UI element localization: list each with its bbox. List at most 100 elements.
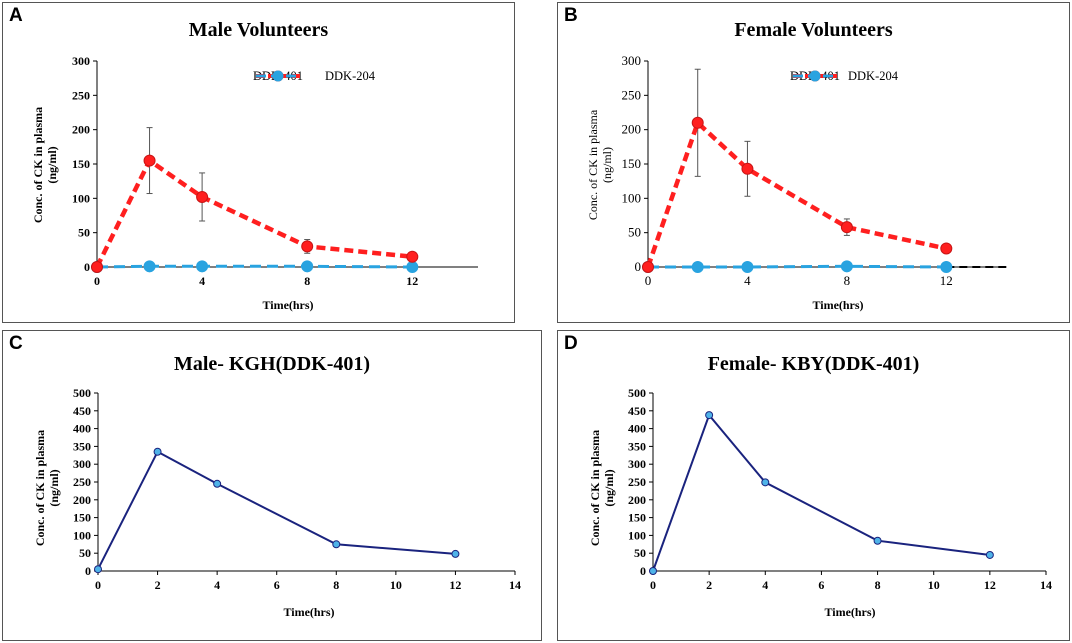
series-ddk-401-point [332, 540, 341, 549]
series-ddk-401-point [649, 567, 657, 575]
x-tick-label: 4 [762, 578, 768, 592]
series-ddk-401-point [940, 242, 953, 255]
y-tick-label: 0 [635, 259, 642, 274]
series-ddk-401-point [741, 162, 754, 175]
panel-letter: C [9, 333, 23, 354]
y-tick-label: 350 [73, 439, 91, 453]
x-tick-label: 10 [390, 578, 402, 592]
y-tick-label: 100 [73, 528, 91, 542]
y-tick-label: 500 [73, 386, 91, 400]
y-tick-label: 250 [73, 475, 91, 489]
chart-title: Female Volunteers [734, 19, 893, 41]
y-tick-label: 0 [84, 260, 90, 274]
y-tick-label: 300 [628, 457, 646, 471]
y-tick-label: 50 [78, 226, 90, 240]
series-ddk-401-point [840, 221, 853, 234]
series-ddk-401-point [196, 190, 209, 203]
legend-label-ddk-204: DDK-204 [848, 69, 898, 83]
series-ddk-401-point [94, 565, 102, 574]
x-tick-label: 2 [706, 578, 712, 592]
series-ddk-401-point [301, 240, 314, 253]
legend-item-ddk-204: DDK-204 [793, 69, 898, 84]
series-ddk-401-point [143, 154, 156, 167]
panel-male-kgh: C Male- KGH(DDK-401) Conc. of CK in plas… [2, 330, 542, 641]
y-tick-label: 100 [622, 190, 642, 205]
x-tick-label: 4 [744, 273, 751, 288]
y-tick-label: 250 [628, 475, 646, 489]
panel-female-kby: D Female- KBY(DDK-401) Conc. of CK in pl… [557, 330, 1070, 641]
x-tick-label: 12 [449, 578, 461, 592]
series-ddk-204-point [840, 260, 853, 273]
y-tick-label: 400 [628, 422, 646, 436]
series-ddk-401-line [652, 413, 991, 572]
series-ddk-204-point [940, 261, 953, 273]
series-ddk-204-point [301, 260, 314, 273]
x-tick-label: 4 [199, 274, 205, 288]
y-tick-label: 50 [79, 546, 91, 560]
y-tick-label: 100 [628, 528, 646, 542]
x-tick-label: 14 [1040, 578, 1052, 592]
series-ddk-401-point [691, 116, 704, 129]
series-ddk-401-point [642, 261, 654, 273]
chart-title: Female- KBY(DDK-401) [707, 353, 920, 375]
legend-swatch-ddk-204 [256, 70, 300, 82]
x-tick-label: 0 [645, 273, 652, 288]
y-tick-label: 200 [72, 123, 90, 137]
series-ddk-401-line [97, 450, 456, 570]
x-tick-label: 12 [406, 274, 418, 288]
x-tick-label: 0 [650, 578, 656, 592]
y-tick-label: 150 [628, 511, 646, 525]
x-tick-label: 8 [875, 578, 881, 592]
panel-female-volunteers: B Female Volunteers DDK-401 DDK-204 Conc… [557, 2, 1070, 323]
y-tick-label: 300 [622, 53, 642, 68]
x-tick-label: 0 [95, 578, 101, 592]
panel-letter: D [564, 333, 578, 354]
x-tick-label: 6 [274, 578, 280, 592]
plot-area: 0 50 100 150 200 250 300 0 4 8 12 [622, 53, 1008, 288]
x-tick-label: 10 [928, 578, 940, 592]
series-ddk-204-point [691, 261, 704, 273]
series-ddk-204-point [741, 261, 754, 273]
x-axis-label: Time(hrs) [812, 298, 864, 312]
y-tick-label: 200 [628, 493, 646, 507]
y-tick-label: 350 [628, 439, 646, 453]
y-tick-label: 50 [634, 546, 646, 560]
y-tick-label: 0 [640, 564, 646, 578]
series-ddk-401-point [153, 447, 162, 456]
series-ddk-401-point [705, 411, 714, 420]
plot-area: 0 50 100 150 200 250 300 350 400 450 500 0 2 4 6 8 10 12 1… [628, 386, 1052, 592]
y-tick-label: 150 [622, 156, 642, 171]
plot-area: 0 50 100 150 200 250 300 350 400 450 500 0 2 4 6 8 10 12 1… [73, 386, 521, 592]
series-ddk-401-point [91, 261, 103, 273]
series-ddk-401-line [645, 118, 947, 268]
series-ddk-204-point [196, 260, 209, 273]
x-tick-label: 6 [818, 578, 824, 592]
series-ddk-204-point [406, 261, 419, 273]
panel-letter: A [9, 5, 23, 26]
panel-letter: B [564, 5, 578, 26]
x-tick-label: 8 [333, 578, 339, 592]
x-tick-label: 0 [94, 274, 100, 288]
y-tick-label: 150 [72, 157, 90, 171]
series-ddk-401-point [761, 478, 770, 487]
chart-title: Male- KGH(DDK-401) [173, 353, 371, 375]
y-tick-label: 50 [628, 225, 641, 240]
y-tick-label: 250 [622, 87, 642, 102]
y-tick-label: 300 [72, 54, 90, 68]
series-ddk-401-line [94, 157, 413, 268]
y-tick-label: 250 [72, 88, 90, 102]
y-tick-label: 450 [73, 404, 91, 418]
y-tick-label: 0 [85, 564, 91, 578]
x-axis-label: Time(hrs) [824, 605, 876, 619]
series-ddk-401-point [451, 549, 460, 558]
x-axis-label: Time(hrs) [262, 298, 314, 312]
series-ddk-204-point [143, 260, 156, 273]
legend-item-ddk-204: DDK-204 [256, 69, 375, 84]
chart-legend: DDK-401 DDK-204 [790, 69, 898, 84]
y-tick-label: 200 [73, 493, 91, 507]
x-tick-label: 12 [940, 273, 953, 288]
legend-label-ddk-204: DDK-204 [325, 69, 375, 83]
series-ddk-401-point [985, 550, 994, 559]
series-ddk-401-point [873, 536, 882, 545]
y-tick-label: 450 [628, 404, 646, 418]
